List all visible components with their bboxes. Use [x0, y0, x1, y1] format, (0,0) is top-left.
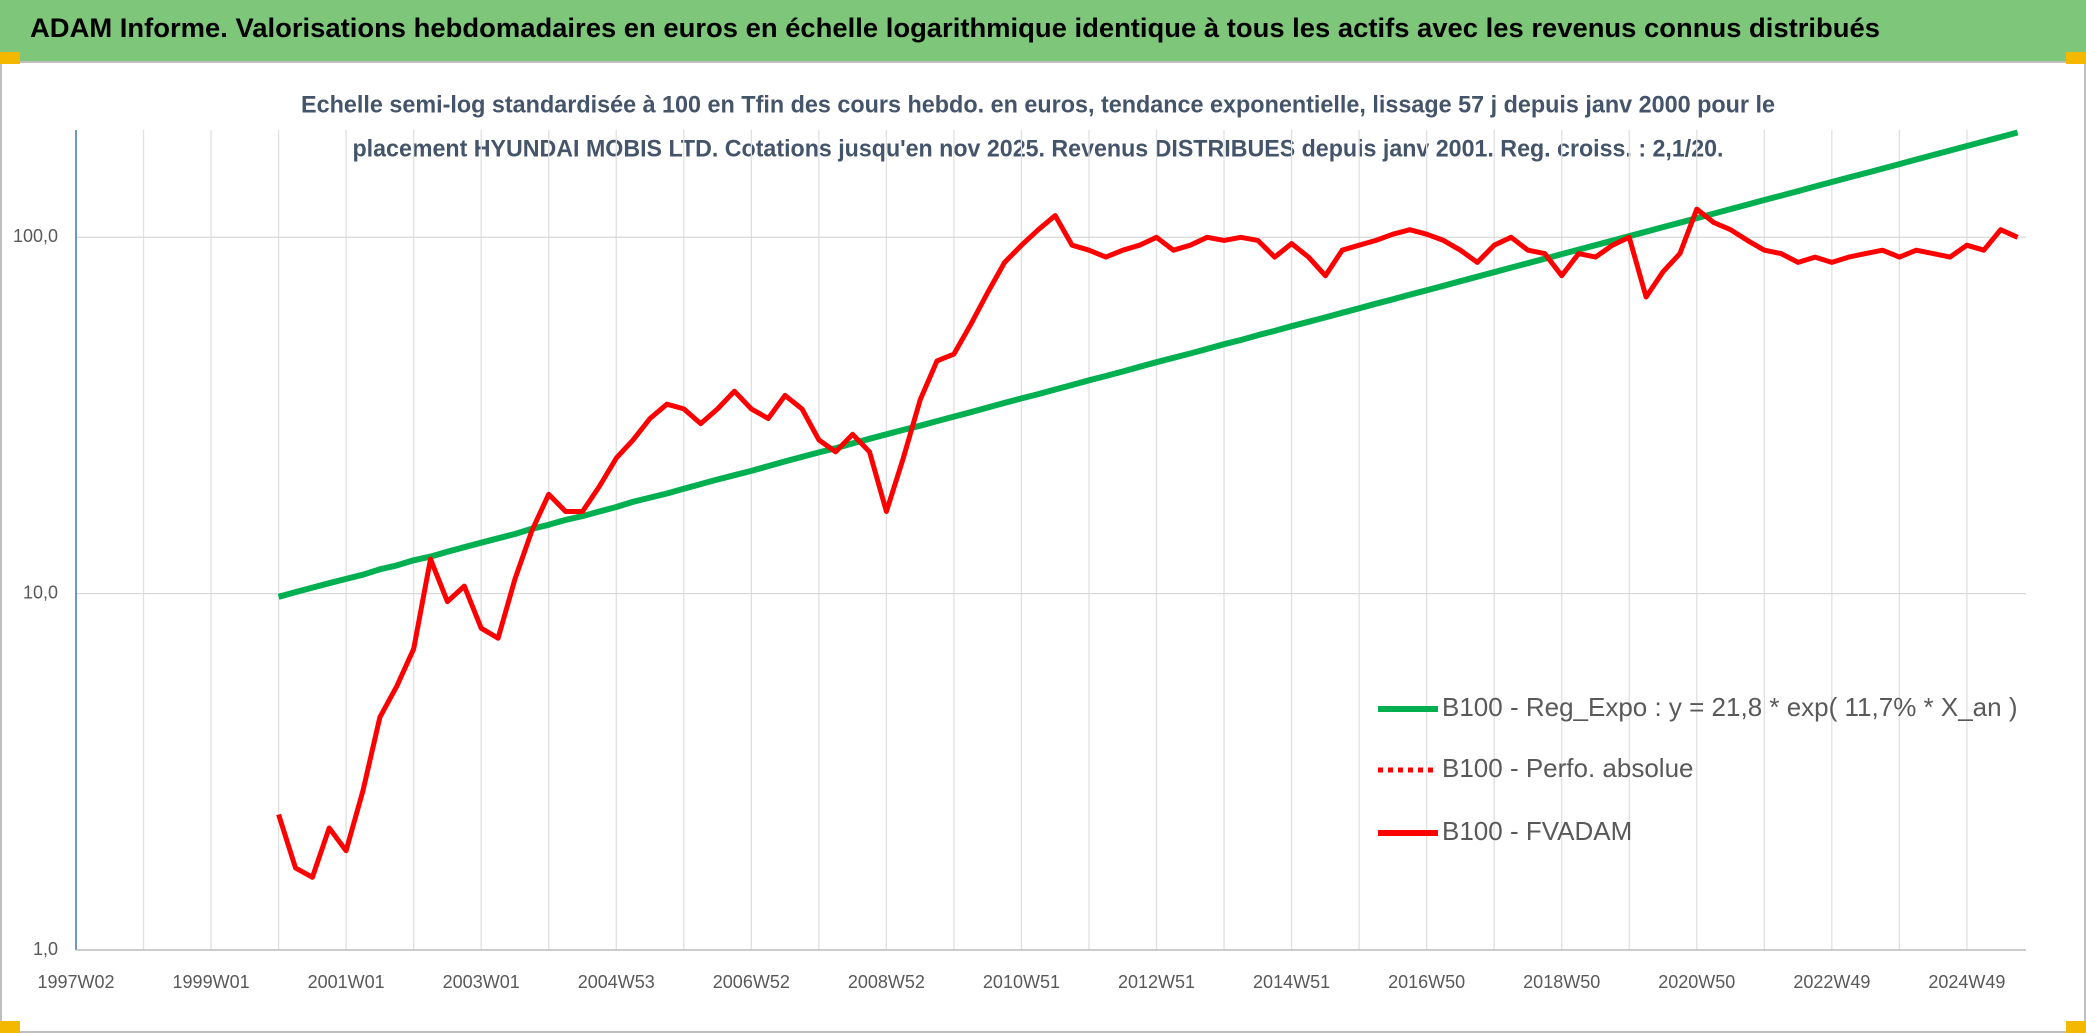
corner	[0, 52, 20, 64]
x-tick-label: 2006W52	[713, 972, 790, 992]
x-tick-label: 2012W51	[1118, 972, 1195, 992]
legend-label: B100 - FVADAM	[1442, 816, 1632, 846]
chart-title: ADAM Informe. Valorisations hebdomadaire…	[30, 13, 1880, 43]
corner	[0, 1021, 20, 1033]
x-tick-label: 2003W01	[443, 972, 520, 992]
x-tick-label: 1997W02	[37, 972, 114, 992]
x-tick-label: 1999W01	[173, 972, 250, 992]
frame	[0, 61, 2086, 1033]
subtitle: placement HYUNDAI MOBIS LTD. Cotations j…	[353, 135, 1724, 162]
y-tick-label: 10,0	[23, 582, 58, 602]
legend-label: B100 - Perfo. absolue	[1442, 753, 1694, 783]
series-line	[276, 206, 2019, 880]
y-tick-label: 100,0	[13, 226, 58, 246]
y-tick-label: 1,0	[33, 939, 58, 959]
x-tick-label: 2014W51	[1253, 972, 1330, 992]
x-tick-label: 2022W49	[1793, 972, 1870, 992]
x-tick-label: 2016W50	[1388, 972, 1465, 992]
legend-label: B100 - Reg_Expo : y = 21,8 * exp( 11,7% …	[1442, 692, 2017, 722]
subtitle: Echelle semi-log standardisée à 100 en T…	[301, 91, 1775, 118]
x-tick-label: 2004W53	[578, 972, 655, 992]
title-bar	[0, 0, 2086, 62]
x-tick-label: 2018W50	[1523, 972, 1600, 992]
corner	[2066, 52, 2086, 64]
x-tick-label: 2020W50	[1658, 972, 1735, 992]
series-line	[277, 129, 2019, 600]
x-tick-label: 2001W01	[308, 972, 385, 992]
x-tick-label: 2008W52	[848, 972, 925, 992]
x-tick-label: 2024W49	[1928, 972, 2005, 992]
x-tick-label: 2010W51	[983, 972, 1060, 992]
corner	[2066, 1021, 2086, 1033]
